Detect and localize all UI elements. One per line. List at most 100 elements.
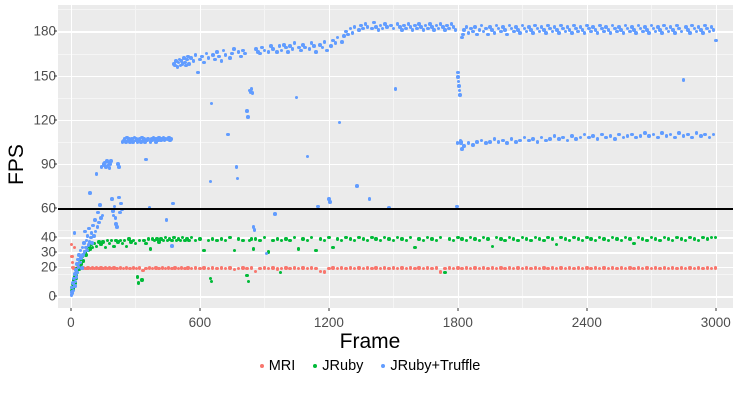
data-point bbox=[529, 238, 533, 243]
data-point bbox=[367, 197, 372, 201]
data-point bbox=[460, 266, 464, 270]
data-point bbox=[120, 241, 125, 245]
data-point bbox=[170, 244, 174, 249]
data-point bbox=[378, 238, 383, 243]
data-point bbox=[459, 147, 464, 151]
grid-major-horizontal bbox=[58, 296, 733, 298]
data-point bbox=[76, 265, 81, 269]
data-point bbox=[127, 137, 131, 141]
data-point bbox=[269, 44, 273, 48]
data-point bbox=[546, 235, 550, 240]
data-point bbox=[165, 238, 170, 243]
plot-panel bbox=[58, 5, 733, 308]
data-point bbox=[636, 235, 641, 240]
data-point bbox=[544, 31, 548, 35]
data-point bbox=[565, 25, 570, 29]
data-point bbox=[183, 60, 187, 65]
data-point bbox=[309, 235, 314, 240]
data-point bbox=[593, 28, 598, 32]
data-point bbox=[589, 29, 593, 34]
data-point bbox=[86, 242, 91, 247]
data-point bbox=[404, 266, 408, 270]
data-point bbox=[589, 266, 593, 270]
data-point bbox=[273, 212, 277, 216]
data-point bbox=[105, 266, 110, 270]
legend-item-jruby-truffle[interactable]: JRuby+Truffle bbox=[381, 358, 480, 374]
data-point bbox=[143, 139, 147, 144]
data-point bbox=[119, 201, 123, 206]
data-point bbox=[105, 238, 110, 243]
data-point bbox=[479, 23, 484, 28]
data-point bbox=[602, 29, 606, 34]
data-point bbox=[131, 238, 135, 243]
data-point bbox=[615, 29, 619, 34]
data-point bbox=[157, 240, 161, 244]
data-point bbox=[681, 134, 686, 138]
data-point bbox=[318, 269, 322, 273]
data-point bbox=[572, 266, 576, 270]
data-point bbox=[524, 29, 529, 34]
data-point bbox=[701, 31, 705, 35]
data-point bbox=[461, 32, 465, 37]
data-point bbox=[684, 238, 688, 243]
data-point bbox=[94, 244, 99, 248]
data-point bbox=[653, 29, 658, 34]
data-point bbox=[118, 238, 123, 243]
legend-key-dot-icon bbox=[381, 364, 386, 368]
data-point bbox=[202, 248, 206, 253]
grid-minor-horizontal bbox=[58, 53, 733, 55]
legend-item-jruby[interactable]: JRuby bbox=[313, 358, 363, 374]
data-point bbox=[98, 203, 102, 207]
legend-label: JRuby bbox=[322, 358, 364, 374]
data-point bbox=[80, 266, 84, 271]
data-point bbox=[417, 22, 421, 26]
data-point bbox=[256, 50, 260, 54]
data-point bbox=[301, 42, 305, 47]
data-point bbox=[138, 139, 143, 144]
data-point bbox=[331, 38, 335, 43]
legend-item-mri[interactable]: MRI bbox=[259, 358, 295, 374]
data-point bbox=[488, 25, 492, 29]
data-point bbox=[576, 237, 580, 241]
data-point bbox=[606, 266, 610, 270]
data-point bbox=[479, 138, 484, 143]
data-point bbox=[578, 135, 583, 140]
data-point bbox=[344, 235, 348, 240]
data-point bbox=[438, 22, 443, 26]
data-point bbox=[340, 266, 344, 270]
data-point bbox=[243, 51, 247, 56]
data-point bbox=[402, 23, 406, 28]
data-point bbox=[154, 266, 158, 270]
data-point bbox=[116, 240, 120, 244]
data-point bbox=[179, 59, 184, 63]
data-point bbox=[108, 162, 113, 166]
data-point bbox=[430, 266, 434, 270]
data-point bbox=[507, 235, 512, 240]
data-point bbox=[550, 266, 555, 270]
data-point bbox=[454, 204, 459, 209]
data-point bbox=[512, 266, 516, 270]
data-point bbox=[434, 23, 439, 28]
data-point bbox=[628, 266, 632, 270]
data-point bbox=[83, 229, 87, 234]
data-point bbox=[70, 285, 74, 290]
data-point bbox=[279, 238, 284, 243]
data-point bbox=[641, 266, 645, 270]
data-point bbox=[490, 244, 494, 248]
data-point bbox=[638, 134, 643, 138]
data-point bbox=[226, 132, 230, 137]
data-point bbox=[714, 235, 718, 240]
data-point bbox=[134, 266, 139, 270]
data-point bbox=[337, 120, 342, 125]
data-point bbox=[133, 241, 138, 245]
data-point bbox=[79, 262, 84, 266]
data-point bbox=[462, 28, 467, 32]
data-point bbox=[662, 266, 666, 270]
data-point bbox=[421, 238, 426, 243]
data-point bbox=[91, 223, 95, 228]
data-point bbox=[608, 134, 613, 138]
legend-key-dot-icon bbox=[313, 364, 318, 368]
data-point bbox=[99, 164, 104, 169]
data-point bbox=[127, 237, 131, 241]
data-point bbox=[440, 25, 445, 29]
